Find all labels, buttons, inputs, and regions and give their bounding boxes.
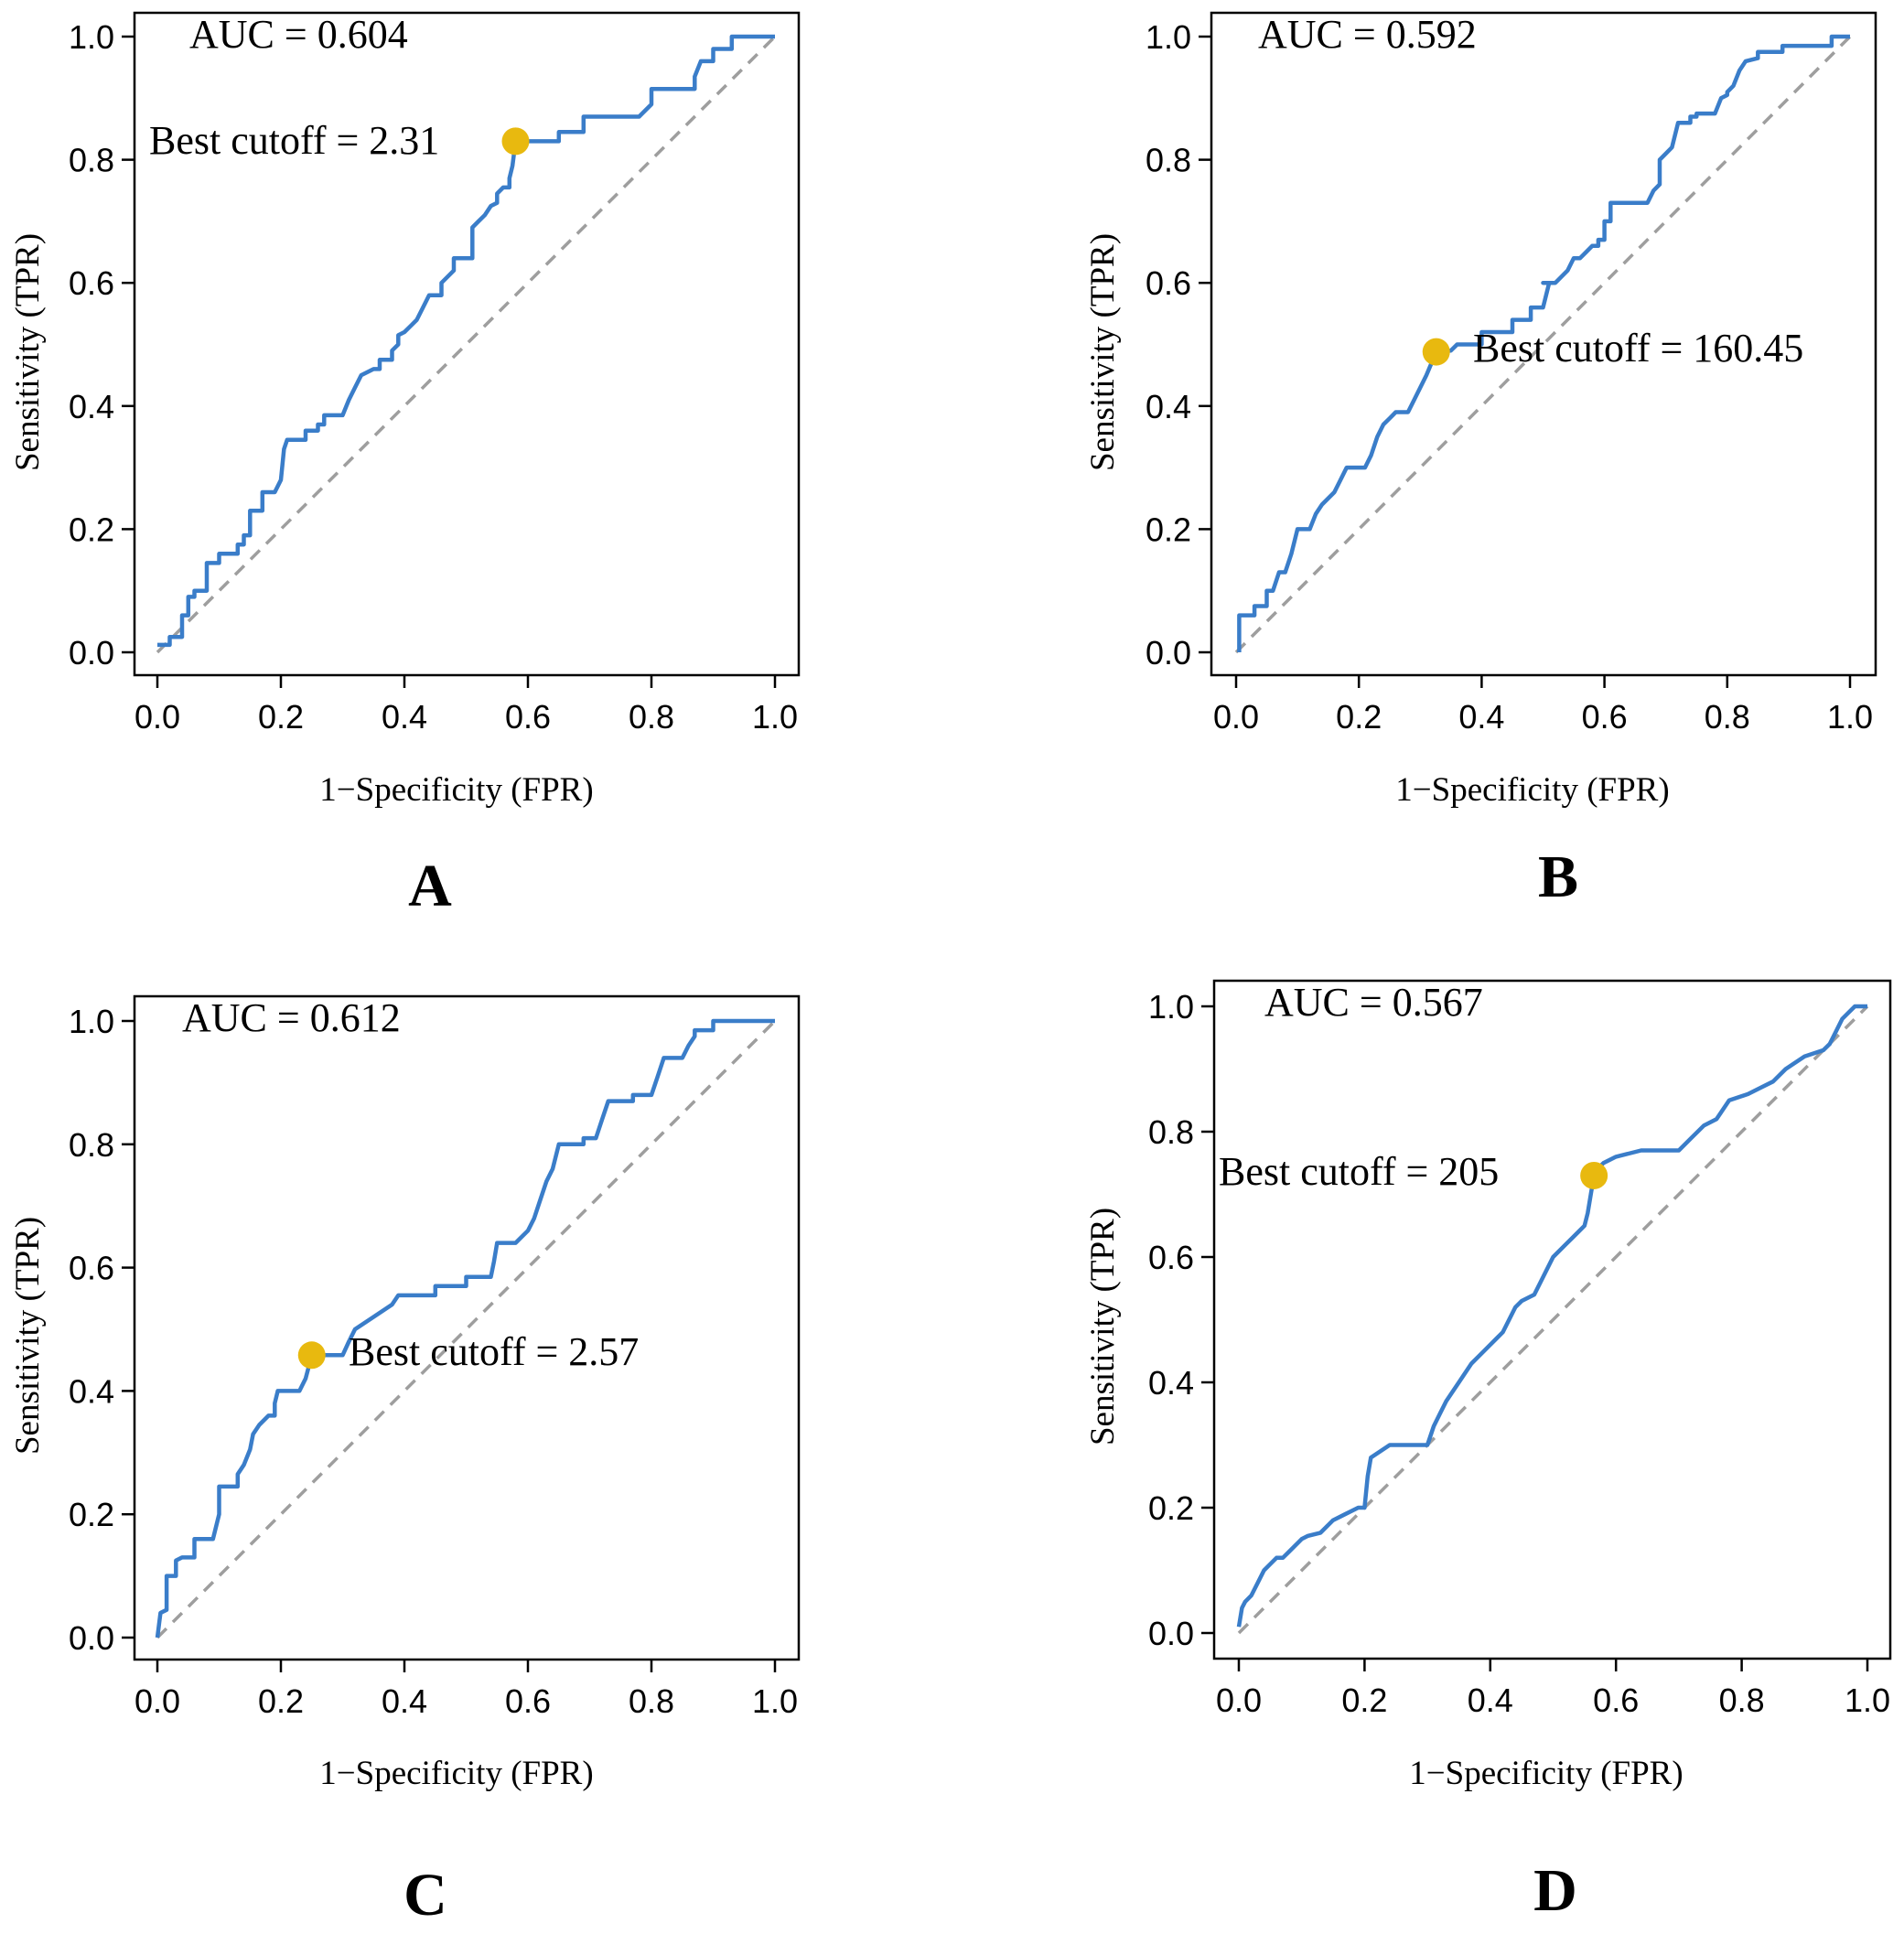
x-tick-label: 1.0: [1827, 698, 1873, 736]
y-tick-label: 0.2: [69, 510, 114, 548]
y-tick-label: 0.8: [69, 1126, 114, 1164]
plot-frame: [1212, 979, 1892, 1660]
plot-frame: [133, 11, 801, 677]
panel-b: 0.0 0.2 0.4 0.6 0.8 1.0 0.0 0.2 0.4 0.6 0.8 1.0 1−Sp…: [1084, 11, 1877, 910]
y-tick-label: 1.0: [69, 1003, 114, 1040]
auc-annotation: AUC = 0.604: [189, 12, 408, 57]
y-tick-label: 0.0: [1148, 1615, 1194, 1652]
plot-frame: [133, 994, 801, 1661]
diagonal-reference-line: [156, 1019, 777, 1639]
y-axis-title: Sensitivity (TPR): [1084, 233, 1122, 471]
x-axis-title: 1−Specificity (FPR): [1409, 1755, 1683, 1792]
y-tick-label: 0.2: [69, 1496, 114, 1533]
x-tick-label: 0.6: [1582, 698, 1628, 736]
y-tick-label: 0.8: [1148, 1113, 1194, 1151]
x-tick-label: 0.6: [505, 1682, 551, 1720]
panel-letter: B: [1538, 843, 1578, 910]
x-tick-label: 0.6: [1593, 1682, 1639, 1719]
panels: 0.0 0.2 0.4 0.6 0.8 1.0 0.0 0.2 0.4 0.6 0.8 1.0 1−Sp…: [9, 11, 1892, 1929]
x-tick-label: 0.0: [134, 698, 180, 736]
x-tick-label: 0.0: [1213, 698, 1259, 736]
x-axis-title: 1−Specificity (FPR): [319, 1755, 593, 1792]
auc-annotation: AUC = 0.592: [1258, 12, 1477, 57]
y-tick-label: 1.0: [1148, 988, 1194, 1026]
x-tick-label: 0.0: [134, 1682, 180, 1720]
best-cutoff-annotation: Best cutoff = 160.45: [1473, 326, 1803, 371]
y-tick-label: 0.8: [69, 142, 114, 179]
y-axis-title: Sensitivity (TPR): [1084, 1208, 1122, 1445]
y-tick-label: 0.6: [69, 264, 114, 302]
x-axis-title: 1−Specificity (FPR): [319, 771, 593, 809]
roc-curve: [1236, 1004, 1867, 1628]
y-tick-label: 0.4: [69, 1372, 114, 1410]
panel-d: 0.0 0.2 0.4 0.6 0.8 1.0 0.0 0.2 0.4 0.6 0.8 1.0 1−Sp…: [1084, 979, 1892, 1924]
y-tick-label: 0.8: [1146, 142, 1191, 179]
x-tick-label: 0.8: [629, 1682, 674, 1720]
x-tick-label: 0.8: [1705, 698, 1750, 736]
best-cutoff-point: [1580, 1161, 1608, 1189]
x-tick-label: 1.0: [752, 698, 798, 736]
best-cutoff-annotation: Best cutoff = 205: [1219, 1149, 1499, 1194]
panel-c: 0.0 0.2 0.4 0.6 0.8 1.0 0.0 0.2 0.4 0.6 0.8 1.0 1−Sp…: [9, 994, 801, 1929]
x-tick-label: 0.2: [258, 698, 304, 736]
y-tick-label: 1.0: [69, 18, 114, 56]
x-axis-title: 1−Specificity (FPR): [1395, 771, 1669, 809]
y-axis-title: Sensitivity (TPR): [9, 233, 47, 471]
y-tick-label: 0.0: [69, 634, 114, 672]
best-cutoff-point: [501, 127, 530, 156]
x-tick-label: 0.4: [382, 1682, 427, 1720]
best-cutoff-annotation: Best cutoff = 2.31: [149, 118, 439, 163]
roc-curve: [155, 1018, 775, 1639]
y-axis-title: Sensitivity (TPR): [9, 1217, 47, 1455]
diagonal-reference-line: [1237, 1005, 1869, 1635]
y-tick-label: 0.0: [1146, 634, 1191, 672]
y-tick-label: 0.2: [1148, 1489, 1194, 1527]
x-tick-label: 1.0: [752, 1682, 798, 1720]
y-tick-label: 0.4: [69, 388, 114, 425]
auc-annotation: AUC = 0.567: [1264, 980, 1483, 1025]
roc-curve: [1237, 34, 1850, 652]
x-tick-label: 0.0: [1216, 1682, 1262, 1719]
auc-annotation: AUC = 0.612: [182, 995, 401, 1040]
diagonal-reference-line: [156, 35, 777, 654]
x-tick-label: 0.8: [1719, 1682, 1765, 1719]
plot-frame: [1210, 11, 1877, 677]
roc-curve: [157, 34, 775, 648]
y-tick-label: 1.0: [1146, 18, 1191, 56]
best-cutoff-point: [1422, 338, 1450, 366]
x-tick-label: 0.2: [1341, 1682, 1387, 1719]
x-tick-label: 0.4: [382, 698, 427, 736]
x-tick-label: 0.6: [505, 698, 551, 736]
y-tick-label: 0.2: [1146, 510, 1191, 548]
y-tick-label: 0.6: [1148, 1239, 1194, 1276]
y-tick-label: 0.0: [69, 1619, 114, 1657]
panel-letter: D: [1533, 1857, 1577, 1924]
x-tick-label: 0.4: [1468, 1682, 1513, 1719]
panel-a: 0.0 0.2 0.4 0.6 0.8 1.0 0.0 0.2 0.4 0.6 0.8 1.0 1−Sp…: [9, 11, 801, 919]
x-tick-label: 0.4: [1458, 698, 1504, 736]
y-tick-label: 0.4: [1146, 388, 1191, 425]
x-tick-label: 0.8: [629, 698, 674, 736]
y-tick-label: 0.6: [69, 1250, 114, 1287]
y-tick-label: 0.6: [1146, 264, 1191, 302]
best-cutoff-point: [297, 1341, 326, 1370]
panel-letter: A: [408, 853, 452, 919]
best-cutoff-annotation: Best cutoff = 2.57: [349, 1329, 639, 1374]
y-tick-label: 0.4: [1148, 1364, 1194, 1402]
x-tick-label: 0.2: [1336, 698, 1382, 736]
panel-letter: C: [403, 1862, 447, 1929]
x-tick-label: 1.0: [1845, 1682, 1890, 1719]
x-tick-label: 0.2: [258, 1682, 304, 1720]
